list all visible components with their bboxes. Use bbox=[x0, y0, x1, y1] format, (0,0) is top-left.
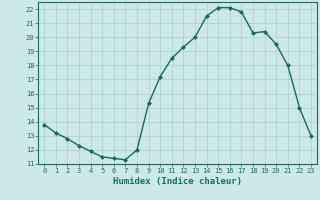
X-axis label: Humidex (Indice chaleur): Humidex (Indice chaleur) bbox=[113, 177, 242, 186]
